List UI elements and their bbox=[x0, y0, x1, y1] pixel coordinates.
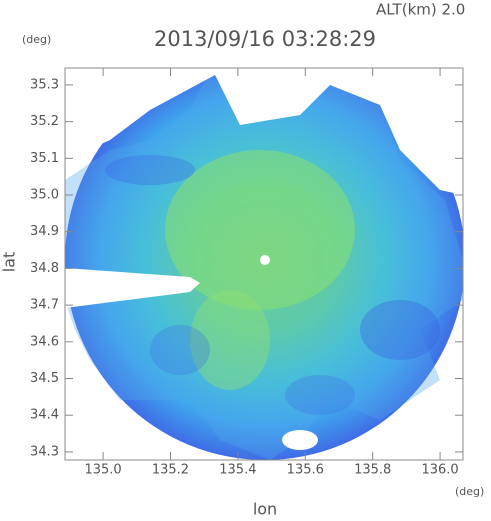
x-tick-label: 135.0 bbox=[84, 463, 121, 478]
x-tick-label: 135.6 bbox=[287, 463, 324, 478]
y-tick-label: 34.8 bbox=[30, 261, 59, 276]
y-tick-label: 35.0 bbox=[30, 187, 59, 202]
x-tick-label: 135.2 bbox=[152, 463, 189, 478]
x-unit: (deg) bbox=[455, 485, 484, 498]
y-tick-label: 34.9 bbox=[30, 224, 59, 239]
y-tick-label: 34.6 bbox=[30, 334, 59, 349]
y-tick-label: 34.5 bbox=[30, 371, 59, 386]
y-axis-label: lat bbox=[0, 252, 19, 273]
chart-title: 2013/09/16 03:28:29 bbox=[154, 27, 376, 51]
x-tick-label: 135.4 bbox=[219, 463, 256, 478]
y-tick-label: 34.4 bbox=[30, 408, 59, 423]
radar-field bbox=[65, 68, 463, 460]
plot-frame bbox=[64, 67, 464, 461]
x-tick-label: 136.0 bbox=[421, 463, 458, 478]
y-tick-label: 34.3 bbox=[30, 444, 59, 459]
altitude-label: ALT(km) 2.0 bbox=[376, 1, 465, 19]
x-tick-label: 135.8 bbox=[354, 463, 391, 478]
y-unit: (deg) bbox=[22, 33, 51, 46]
y-tick-label: 35.3 bbox=[30, 77, 59, 92]
y-tick-label: 35.2 bbox=[30, 114, 59, 129]
y-tick-label: 35.1 bbox=[30, 151, 59, 166]
x-axis-label: lon bbox=[253, 500, 277, 519]
y-tick-label: 34.7 bbox=[30, 298, 59, 313]
